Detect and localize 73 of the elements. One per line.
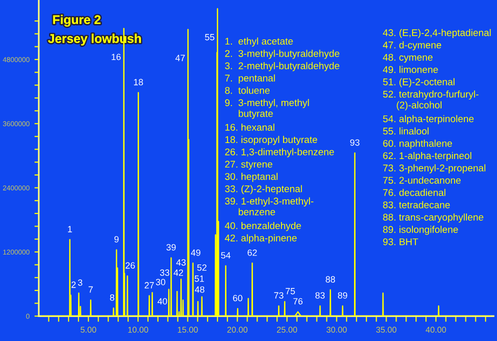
annotation: 39. 1-ethyl-3-methyl- benzene xyxy=(225,197,314,216)
annotation: 7. pentanal xyxy=(225,74,275,84)
annotation: 52 xyxy=(197,264,206,271)
annotation: 89 xyxy=(338,292,348,299)
annotation: 88. trans-caryophyllene xyxy=(383,213,484,223)
annotation: 43 xyxy=(176,259,186,266)
annotation: 62. 1-alpha-terpineol xyxy=(383,152,472,162)
annotation: 3. 2-methyl-butyraldehyde xyxy=(225,62,340,72)
x-tick-label: 20.00 xyxy=(227,326,248,333)
annotation: 8 xyxy=(110,294,114,301)
annotation: 83 xyxy=(315,292,325,299)
annotation: 39 xyxy=(166,244,176,250)
annotation: 30. heptanal xyxy=(225,172,278,182)
annotation: 49. limonene xyxy=(382,66,438,74)
annotation: 54 xyxy=(221,252,230,259)
annotation: 75 xyxy=(286,288,295,294)
annotation: 60 xyxy=(233,294,242,302)
annotation: 7 xyxy=(88,286,93,293)
annotation: 30 xyxy=(156,278,166,286)
annotation: 62 xyxy=(248,249,257,256)
annotation: 27. styrene xyxy=(225,160,272,170)
annotation: 47. d-cymene xyxy=(382,41,442,50)
annotation: 1. ethyl acetate xyxy=(225,38,293,47)
annotation: 49 xyxy=(190,249,200,256)
annotation: 18. isopropyl butyrate xyxy=(225,136,318,145)
x-tick-label: 5.00 xyxy=(80,326,96,333)
annotation: 3 xyxy=(78,279,82,286)
annotation: 75. 2-undecanone xyxy=(383,176,461,184)
annotation: 43. (E,E)-2,4-heptadienal xyxy=(382,28,491,38)
text: Figure 2 xyxy=(53,14,101,27)
x-tick-label: 10.00 xyxy=(128,326,148,333)
annotation: 16. hexanal xyxy=(225,124,274,131)
annotation: 26 xyxy=(126,262,135,269)
annotation: 2. 3-methyl-butyraldehyde xyxy=(225,50,340,59)
annotation: 76. decadienal xyxy=(383,188,446,196)
annotation: 42 xyxy=(174,269,184,276)
annotation: 18 xyxy=(134,78,143,86)
x-tick-label: 30.00 xyxy=(326,326,347,333)
annotation: 93. BHT xyxy=(383,238,418,246)
annotation: 9 xyxy=(114,236,119,242)
x-tick-label: 25.00 xyxy=(276,326,298,333)
annotation: 40. benzaldehyde xyxy=(224,222,301,232)
annotation: 42. alpha-pinene xyxy=(224,234,297,244)
annotation: 16 xyxy=(112,54,121,60)
annotation: 93 xyxy=(350,139,360,146)
annotation: 55 xyxy=(205,34,214,40)
annotation: 33. (Z)-2-heptenal xyxy=(225,185,302,194)
annotation: 54. alpha-terpinolene xyxy=(383,115,474,124)
annotation: 8. toluene xyxy=(225,86,270,94)
annotation: 60. naphthalene xyxy=(383,140,452,149)
annotation: 76 xyxy=(293,298,303,304)
annotation: 88 xyxy=(326,276,336,283)
annotation: 73. 3-phenyl-2-propenal xyxy=(383,164,486,174)
annotation: 51 xyxy=(194,276,204,282)
annotation: 73 xyxy=(274,292,284,299)
annotation: 51. (E)-2-octenal xyxy=(383,78,454,88)
annotation: 47 xyxy=(175,54,185,62)
annotation: 89. isolongifolene xyxy=(383,226,458,235)
x-tick-label: 35.00 xyxy=(376,326,396,333)
annotation: 40 xyxy=(158,298,168,304)
annotation: 2 xyxy=(72,282,76,288)
annotation: 48 xyxy=(194,286,204,293)
x-tick-label: 15.00 xyxy=(178,326,198,333)
annotation: 9. 3-methyl, methyl butyrate xyxy=(225,99,309,119)
annotation: 55. linalool xyxy=(383,127,429,135)
annotation: 1 xyxy=(68,226,72,232)
x-tick-label: 40.00 xyxy=(426,326,446,333)
annotation: 52. tetrahydro-furfuryl- (2)-alcohol xyxy=(383,90,478,110)
annotation: 83. tetradecane xyxy=(383,201,450,208)
annotation: 33 xyxy=(160,269,170,276)
annotation: 26. 1,3-dimethyl-benzene xyxy=(225,148,334,158)
annotation: 27 xyxy=(144,282,154,288)
annotation: 48. cymene xyxy=(382,54,433,63)
